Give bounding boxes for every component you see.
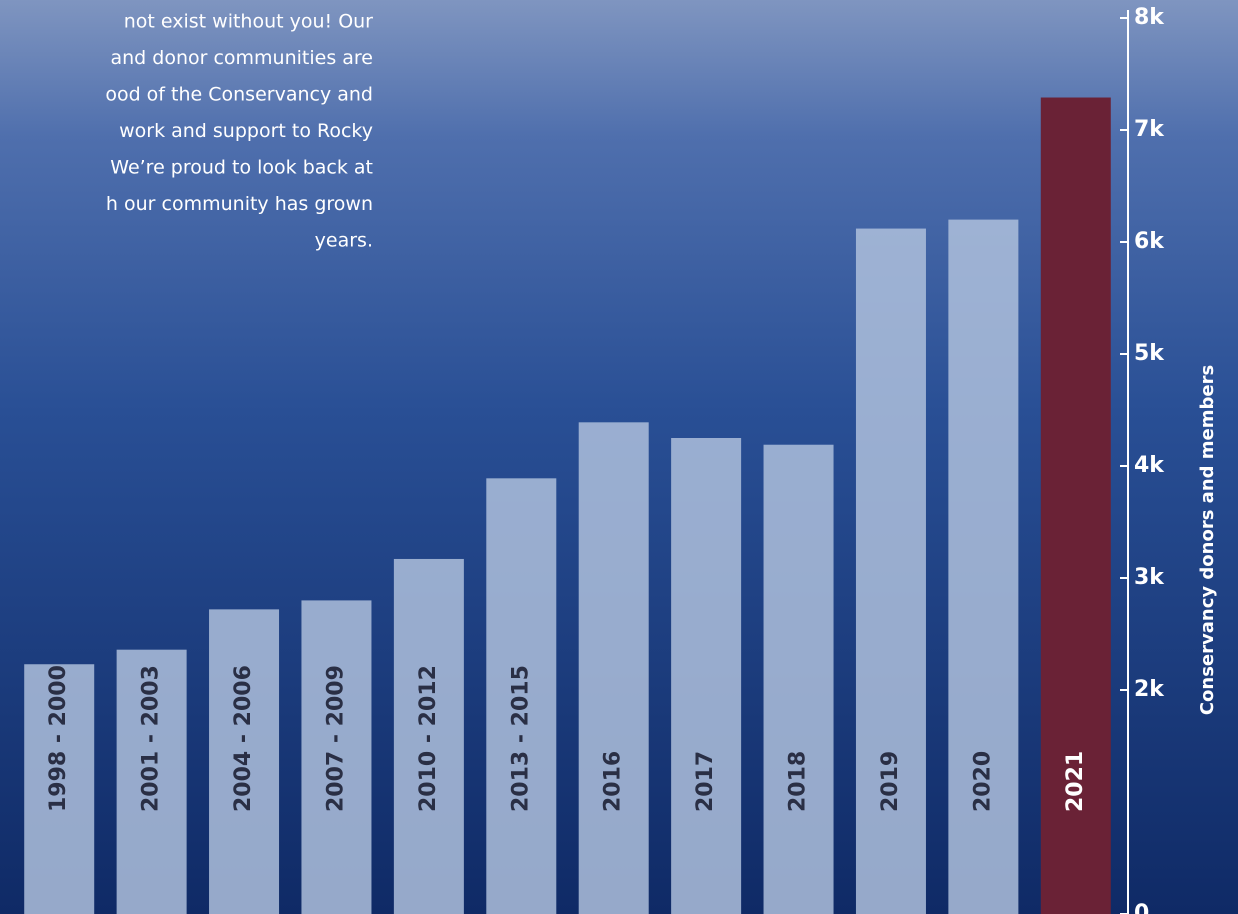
intro-line: h our community has grown	[106, 193, 373, 215]
intro-text: not exist without you! Our and donor comm…	[105, 11, 373, 252]
bar	[1040, 97, 1111, 914]
x-tick-label: 2021	[1063, 751, 1088, 812]
bar	[578, 422, 649, 914]
intro-line: work and support to Rocky	[119, 120, 373, 142]
bar	[671, 438, 742, 914]
bar	[393, 558, 464, 914]
intro-line: not exist without you! Our	[124, 11, 373, 33]
intro-line: ood of the Conservancy and	[105, 84, 373, 106]
x-tick-label: 2020	[970, 751, 995, 812]
x-tick-label: 2016	[601, 751, 626, 812]
y-axis-label: Conservancy donors and members	[1197, 365, 1218, 715]
x-tick-label: 2004 - 2006	[231, 665, 256, 812]
bar	[209, 609, 280, 914]
bar	[116, 649, 187, 914]
x-tick-label: 2019	[878, 751, 903, 812]
y-tick-label: 7k	[1134, 117, 1165, 142]
bar	[855, 228, 926, 914]
x-tick-label: 2010 - 2012	[416, 665, 441, 812]
y-tick-label: 2k	[1134, 677, 1165, 702]
bar	[301, 600, 372, 914]
bar	[486, 478, 557, 914]
y-tick-label: 6k	[1134, 229, 1165, 254]
y-tick-label: 0	[1134, 901, 1149, 914]
bar	[24, 664, 95, 914]
x-tick-label: 2017	[693, 751, 718, 812]
x-tick-label: 1998 - 2000	[46, 665, 71, 812]
bar	[763, 444, 834, 914]
bar	[948, 219, 1019, 914]
y-tick-label: 4k	[1134, 453, 1165, 478]
intro-line: years.	[315, 230, 373, 252]
intro-line: and donor communities are	[110, 47, 373, 69]
x-tick-label: 2007 - 2009	[323, 665, 348, 812]
y-tick-label: 8k	[1134, 5, 1165, 30]
y-tick-label: 5k	[1134, 341, 1165, 366]
intro-line: We’re proud to look back at	[110, 157, 373, 179]
x-tick-label: 2018	[786, 751, 811, 812]
x-tick-label: 2001 - 2003	[139, 665, 164, 812]
y-tick-label: 3k	[1134, 565, 1165, 590]
x-tick-label: 2013 - 2015	[508, 665, 533, 812]
